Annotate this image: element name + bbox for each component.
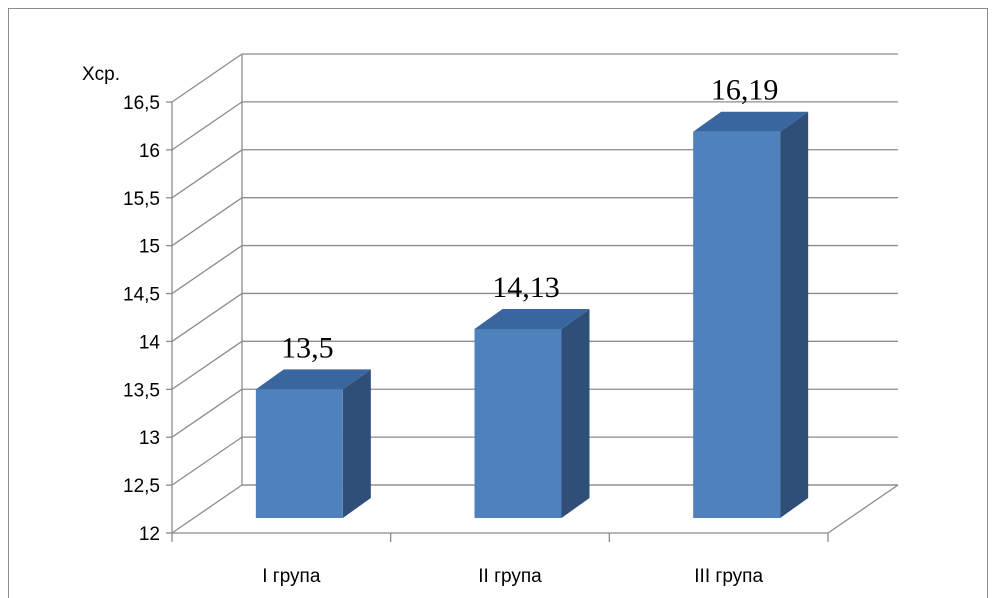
- axes: 12 12,5 13 13,5 14 14,5 15 15,5 16 16,5: [123, 93, 829, 545]
- y-tick-label: 13: [139, 428, 160, 449]
- y-tick-label: 14: [139, 332, 161, 353]
- bar-top: [693, 111, 809, 132]
- x-tick-label: ІІІ група: [694, 566, 763, 587]
- gridline-diagonal: [171, 245, 243, 295]
- bar: [255, 389, 343, 518]
- gridline-diagonal: [171, 292, 243, 342]
- y-axis-label: Хср.: [82, 64, 120, 85]
- y-tick-label: 12: [139, 524, 160, 545]
- data-label: 16,19: [711, 74, 779, 107]
- bar-top: [474, 308, 590, 329]
- y-tick-label: 15: [139, 237, 160, 258]
- bar: [474, 328, 562, 518]
- gridline-diagonal: [171, 388, 243, 438]
- gridline-diagonal: [171, 197, 243, 247]
- gridline-diagonal: [171, 149, 243, 199]
- bar-side: [561, 308, 590, 518]
- bars: [255, 111, 809, 519]
- x-tick-label: ІІ група: [478, 566, 542, 587]
- labels: 13,5 І група 14,13 ІІ група 16,19 ІІІ група: [262, 74, 778, 587]
- y-tick-label: 14,5: [123, 285, 160, 306]
- gridline-diagonal: [171, 53, 243, 103]
- y-tick-label: 16,5: [123, 93, 160, 114]
- bar-2: [474, 308, 590, 518]
- bar-1: [255, 369, 371, 518]
- bar-3: [693, 111, 809, 519]
- y-tick-label: 15,5: [123, 189, 160, 210]
- gridline-diagonal: [171, 484, 243, 534]
- data-label: 13,5: [281, 331, 334, 364]
- bar-side: [780, 111, 809, 519]
- bar-side: [342, 369, 371, 518]
- bar: [693, 131, 781, 519]
- y-tick-label: 13,5: [123, 380, 160, 401]
- gridline-diagonal: [171, 340, 243, 390]
- y-tick-label: 16: [139, 141, 160, 162]
- data-label: 14,13: [492, 271, 560, 304]
- floor-right-edge: [827, 484, 899, 534]
- y-tick-label: 12,5: [123, 476, 160, 497]
- gridline-diagonal: [171, 101, 243, 151]
- chart-frame: [8, 8, 988, 598]
- gridline-diagonal: [171, 436, 243, 486]
- x-tick-label: І група: [262, 566, 321, 587]
- bar-top: [255, 369, 371, 390]
